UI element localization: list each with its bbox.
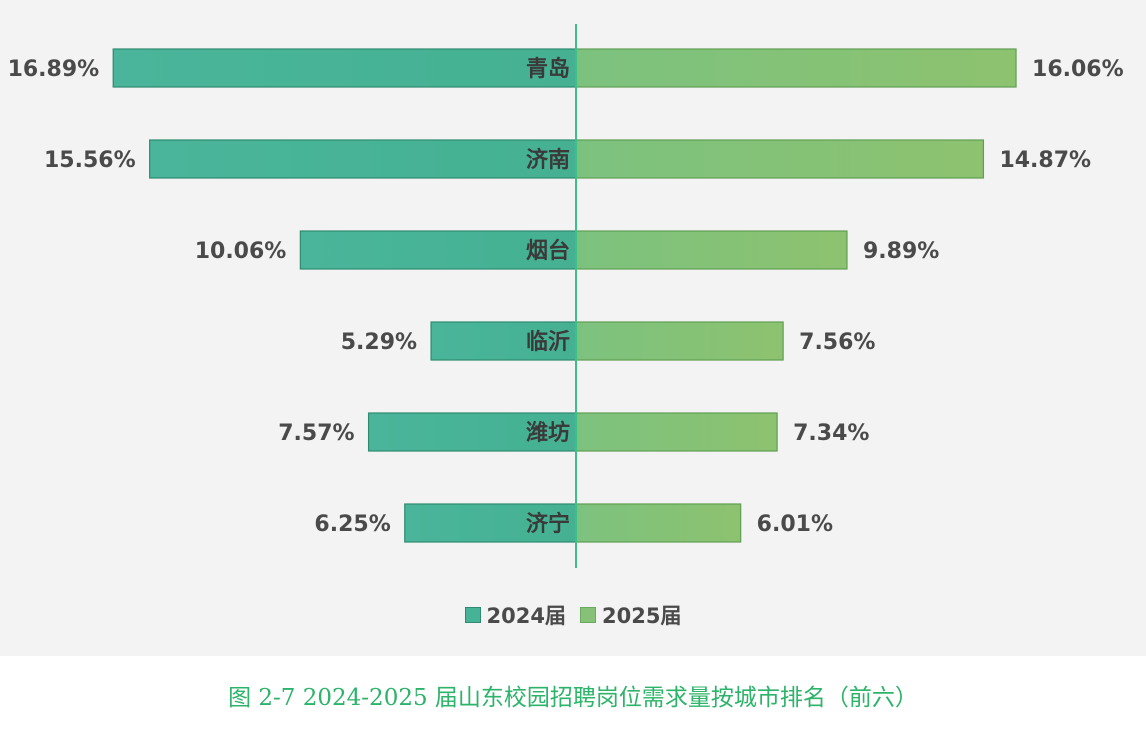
legend-swatch-2024 — [464, 607, 481, 623]
bar-2025-0 — [575, 48, 1017, 88]
value-label-2025-4: 7.34% — [793, 421, 869, 446]
chart-legend: 2024届 2025届 — [0, 600, 1146, 630]
value-label-2025-2: 9.89% — [863, 239, 939, 264]
legend-swatch-2025 — [580, 607, 596, 623]
bar-2025-5 — [575, 503, 742, 543]
value-label-2024-3: 5.29% — [341, 330, 417, 355]
city-label-2: 烟台 — [526, 238, 570, 264]
bar-2024-2 — [299, 230, 577, 270]
city-label-1: 济南 — [526, 147, 570, 173]
legend-label-2025: 2025届 — [602, 604, 682, 628]
value-label-2025-3: 7.56% — [799, 330, 875, 355]
bar-2025-1 — [575, 139, 985, 179]
bar-2025-4 — [575, 412, 778, 452]
legend-item-2025: 2025届 — [580, 600, 681, 630]
bar-2024-4 — [367, 412, 577, 452]
value-label-2024-5: 6.25% — [314, 512, 390, 537]
city-label-0: 青岛 — [526, 56, 570, 82]
legend-label-2024: 2024届 — [486, 604, 566, 628]
value-label-2024-2: 10.06% — [195, 239, 287, 264]
value-label-2024-1: 15.56% — [44, 148, 136, 173]
value-label-2024-0: 16.89% — [8, 57, 100, 82]
butterfly-bar-chart: 青岛 16.89% 16.06% 济南 15.56% 14.87% 烟台 10.06% 9.89… — [8, 24, 1124, 568]
chart-panel: 青岛 16.89% 16.06% 济南 15.56% 14.87% 烟台 10.06% 9.89… — [0, 0, 1146, 656]
bar-2024-3 — [430, 321, 577, 361]
bar-2025-2 — [575, 230, 848, 270]
bar-2024-1 — [149, 139, 577, 179]
value-label-2024-4: 7.57% — [278, 421, 354, 446]
legend-item-2024: 2024届 — [464, 600, 566, 630]
bar-2025-3 — [575, 321, 784, 361]
value-label-2025-0: 16.06% — [1032, 57, 1124, 82]
city-label-4: 潍坊 — [526, 420, 570, 446]
city-label-3: 临沂 — [526, 329, 570, 355]
city-label-5: 济宁 — [526, 511, 570, 537]
value-label-2025-1: 14.87% — [999, 148, 1091, 173]
bar-2024-0 — [112, 48, 577, 88]
value-label-2025-5: 6.01% — [757, 512, 833, 537]
figure-caption: 图 2-7 2024-2025 届山东校园招聘岗位需求量按城市排名（前六） — [228, 685, 918, 711]
